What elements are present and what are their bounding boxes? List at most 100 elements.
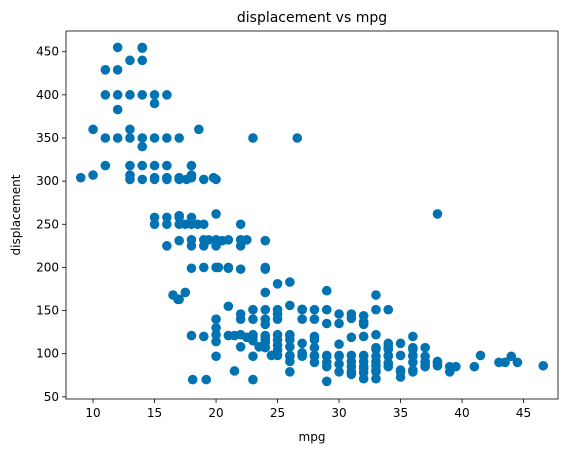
data-point <box>321 304 332 315</box>
data-point <box>213 262 224 273</box>
data-point <box>420 342 430 353</box>
data-point <box>211 351 221 362</box>
data-point <box>500 357 510 368</box>
data-point <box>235 309 246 319</box>
data-point <box>432 209 443 219</box>
data-point <box>383 304 394 315</box>
data-point <box>187 374 198 385</box>
data-point <box>358 350 369 361</box>
data-point <box>162 212 172 223</box>
data-point <box>260 235 271 246</box>
data-point <box>285 277 295 287</box>
data-point <box>321 376 332 387</box>
data-point <box>223 301 234 312</box>
data-point <box>180 287 191 298</box>
data-point <box>223 235 234 245</box>
y-tick-label: 200 <box>36 260 59 274</box>
data-point <box>100 133 111 143</box>
data-point <box>211 209 221 219</box>
data-point <box>100 90 111 100</box>
plot-area <box>75 42 549 387</box>
data-point <box>248 133 258 143</box>
data-point <box>309 314 320 324</box>
data-point <box>125 160 135 171</box>
data-point <box>272 329 283 340</box>
data-point <box>125 170 135 180</box>
data-point <box>100 65 111 75</box>
data-point <box>242 235 252 245</box>
data-point <box>211 174 221 185</box>
x-tick-label: 40 <box>454 406 469 420</box>
data-point <box>174 294 184 305</box>
data-point <box>223 262 234 273</box>
data-point <box>408 365 418 375</box>
data-point <box>334 367 344 377</box>
data-point <box>235 342 246 352</box>
data-point <box>125 55 135 66</box>
data-point <box>162 172 172 183</box>
data-point <box>432 356 443 367</box>
data-point <box>371 351 381 362</box>
data-point <box>211 323 221 333</box>
data-point <box>137 141 148 152</box>
data-point <box>186 170 197 180</box>
data-point <box>174 133 184 143</box>
data-point <box>149 212 160 223</box>
data-point <box>88 124 98 135</box>
y-tick-label: 100 <box>36 347 59 361</box>
y-tick-label: 400 <box>36 88 59 102</box>
plot-frame <box>65 30 559 400</box>
data-point <box>371 329 381 340</box>
data-point <box>334 309 344 319</box>
data-point <box>162 219 172 230</box>
data-point <box>334 359 344 369</box>
data-point <box>512 357 523 368</box>
x-tick-label: 35 <box>393 406 408 420</box>
data-point <box>309 342 320 353</box>
x-tick-label: 45 <box>516 406 531 420</box>
y-tick-label: 350 <box>36 131 59 145</box>
data-point <box>260 314 271 324</box>
data-point <box>285 329 295 340</box>
data-point <box>112 42 123 53</box>
data-point <box>408 342 418 353</box>
data-point <box>149 219 160 230</box>
data-point <box>358 310 369 321</box>
data-point <box>260 304 271 315</box>
data-point <box>125 90 135 100</box>
data-point <box>346 350 357 361</box>
data-point <box>285 342 295 352</box>
data-point <box>149 160 160 171</box>
data-point <box>137 174 148 185</box>
data-point <box>211 336 221 347</box>
data-point <box>235 264 246 274</box>
y-tick-label: 450 <box>36 45 59 59</box>
data-point <box>506 351 517 362</box>
data-point <box>211 314 221 324</box>
data-point <box>383 358 394 368</box>
data-point <box>395 350 406 361</box>
data-point <box>408 331 418 342</box>
chart-title: displacement vs mpg <box>237 10 387 26</box>
data-point <box>297 348 307 358</box>
data-point <box>358 331 369 342</box>
data-point <box>162 133 172 143</box>
data-point <box>88 170 98 180</box>
y-tick-label: 250 <box>36 217 59 231</box>
data-point <box>137 133 148 143</box>
data-point <box>292 133 303 143</box>
data-point <box>321 318 332 329</box>
y-axis: 50 100 150 200 250 300 350 400 450 <box>36 45 66 404</box>
data-point <box>285 350 295 361</box>
data-point <box>149 133 160 143</box>
data-point <box>383 338 394 349</box>
data-point <box>260 287 271 298</box>
data-point <box>371 290 381 300</box>
data-point <box>272 279 283 289</box>
x-tick-label: 25 <box>270 406 285 420</box>
data-point <box>162 160 172 171</box>
data-point <box>211 329 221 340</box>
x-tick-label: 20 <box>208 406 223 420</box>
data-point <box>334 339 344 350</box>
